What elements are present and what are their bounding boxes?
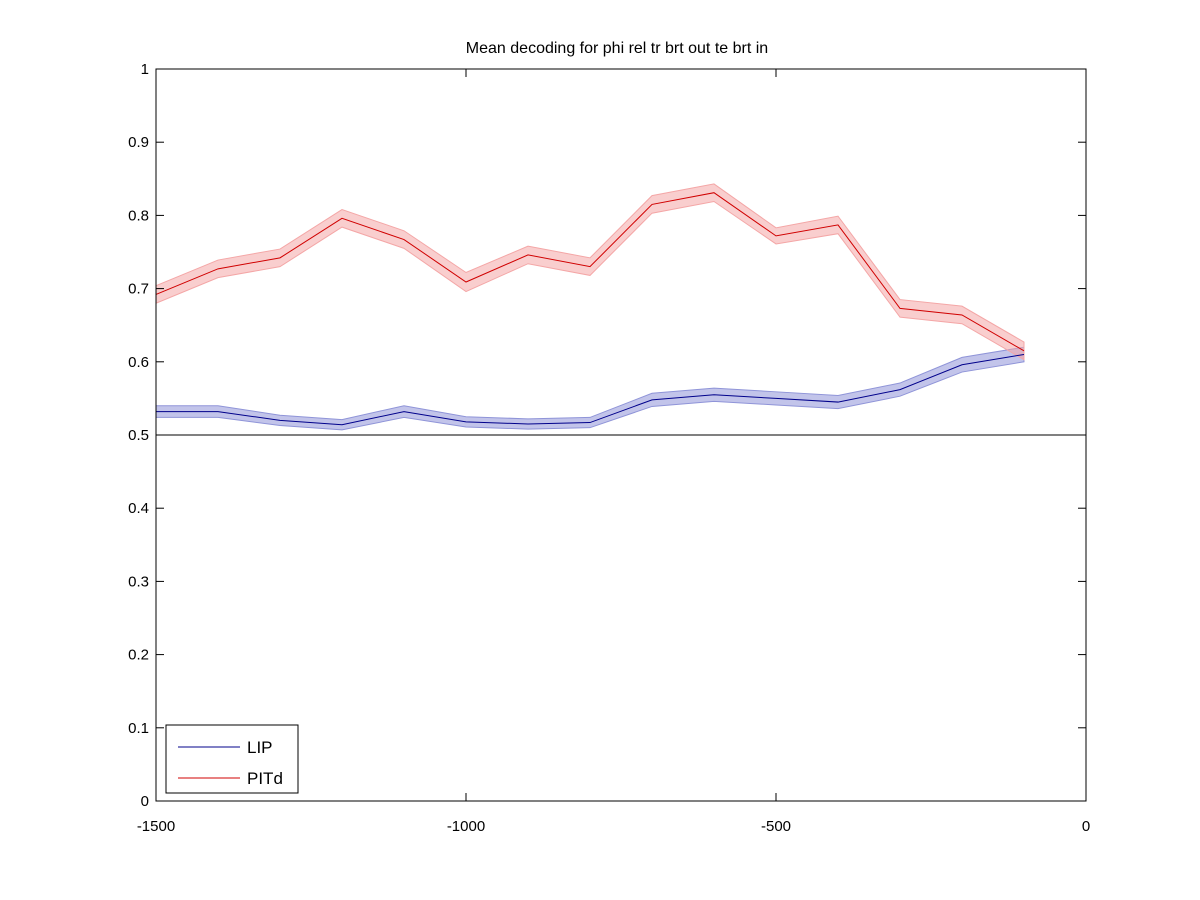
x-tick-label: -500 bbox=[761, 818, 791, 835]
y-axis: 0 0.1 0.2 0.3 0.4 0.5 0.6 0.7 0.8 0.9 1 bbox=[128, 61, 1086, 810]
series-line-lip bbox=[156, 353, 1025, 426]
y-tick-label: 0.1 bbox=[128, 720, 149, 737]
y-tick-label: 0.6 bbox=[128, 354, 149, 371]
series-line-pitd bbox=[155, 192, 1025, 352]
y-tick-label: 0 bbox=[141, 793, 149, 810]
x-tick-label: 0 bbox=[1082, 818, 1090, 835]
legend-label-pitd: PITd bbox=[247, 769, 283, 788]
series-band-pitd bbox=[155, 183, 1025, 361]
legend-label-lip: LIP bbox=[247, 738, 273, 757]
series-band-lip bbox=[155, 346, 1025, 431]
x-tick-label: -1000 bbox=[447, 818, 485, 835]
y-tick-label: 0.2 bbox=[128, 647, 149, 664]
error-bands bbox=[155, 183, 1025, 431]
legend-box bbox=[165, 724, 299, 794]
y-tick-label: 0.8 bbox=[128, 207, 149, 224]
y-tick-label: 0.9 bbox=[128, 134, 149, 151]
y-tick-label: 0.4 bbox=[128, 500, 149, 517]
series-lines bbox=[155, 192, 1025, 426]
y-tick-label: 0.5 bbox=[128, 427, 149, 444]
y-tick-label: 0.7 bbox=[128, 281, 149, 298]
y-tick-label: 0.3 bbox=[128, 573, 149, 590]
y-tick-label: 1 bbox=[141, 61, 149, 78]
chart-title: Mean decoding for phi rel tr brt out te … bbox=[466, 40, 768, 57]
legend: LIP PITd bbox=[165, 724, 299, 794]
x-tick-label: -1500 bbox=[137, 818, 175, 835]
x-axis: -1500 -1000 -500 0 bbox=[137, 69, 1090, 835]
